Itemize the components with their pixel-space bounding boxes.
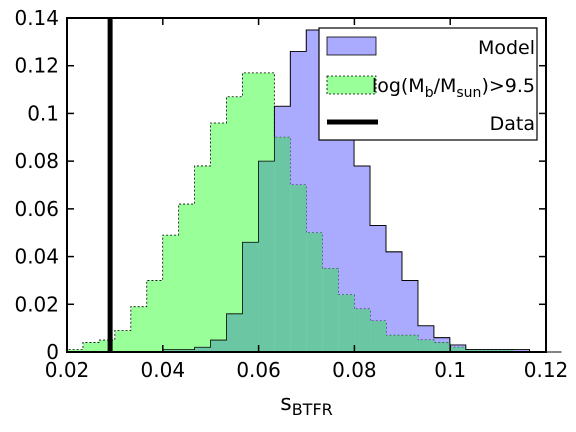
overlap-bar [386,335,402,352]
legend-cut-part3: )>9.5 [481,75,535,97]
overlap-bar [258,161,275,352]
legend-cut-part1: log(M [372,75,425,97]
axis-ticks [66,17,547,353]
y-tick-label: 0.1 [27,101,59,125]
overlap-bar [354,309,371,352]
legend-label-model: Model [478,37,535,59]
y-tick-label: 0.12 [14,54,59,78]
plot-frame [66,17,547,353]
legend-cut-sub1: b [425,85,434,101]
legend-swatch-mass-cut [326,75,377,95]
overlap-bar [417,340,434,352]
x-tick-label: 0.12 [524,358,569,382]
y-tick-labels: 0 0.02 0.04 0.06 0.08 0.1 0.12 0.14 [14,6,59,364]
overlap-region [67,29,562,353]
x-axis-label: sBTFR [280,391,333,419]
legend: Model log(Mb/Msun)>9.5 Data [318,27,538,141]
overlap-bar [322,268,339,352]
x-tick-label: 0.04 [141,358,186,382]
overlap-bar [338,294,355,352]
y-tick-label: 0.02 [14,292,59,316]
overlap-bar [306,232,323,352]
x-tick-label: 0.08 [332,358,377,382]
y-tick-label: 0.06 [14,197,59,221]
overlap-bar [178,349,195,352]
legend-label-mass-cut: log(Mb/Msun)>9.5 [372,75,535,101]
x-axis-label-sub: BTFR [292,400,333,419]
x-tick-label: 0.1 [434,358,466,382]
overlap-bar [481,349,498,352]
x-tick-label: 0.02 [45,358,90,382]
legend-cut-sub2: sun [456,85,481,101]
overlap-bar [370,320,387,352]
overlap-bar [162,349,179,352]
overlap-bar [433,342,450,352]
legend-label-data: Data [490,113,535,135]
overlap-bar [401,335,418,352]
y-tick-label: 0.14 [14,6,59,30]
x-tick-label: 0.06 [236,358,281,382]
overlap-bar [274,137,291,352]
overlap-bar [465,349,482,352]
overlap-bar [449,347,466,352]
y-tick-label: 0.04 [14,245,59,269]
overlap-bar [210,340,227,352]
legend-cut-part2: /M [434,75,457,97]
legend-swatch-model [326,36,377,56]
overlap-bar [226,313,243,352]
y-tick-label: 0.08 [14,149,59,173]
x-axis-label-main: s [280,391,291,416]
x-tick-labels: 0.02 0.04 0.06 0.08 0.1 0.12 [45,358,569,382]
overlap-bar [194,347,211,352]
overlap-bar [290,185,307,352]
overlap-bar [242,242,259,352]
overlap-bar [497,349,514,352]
y-tick-label: 0 [46,340,59,364]
